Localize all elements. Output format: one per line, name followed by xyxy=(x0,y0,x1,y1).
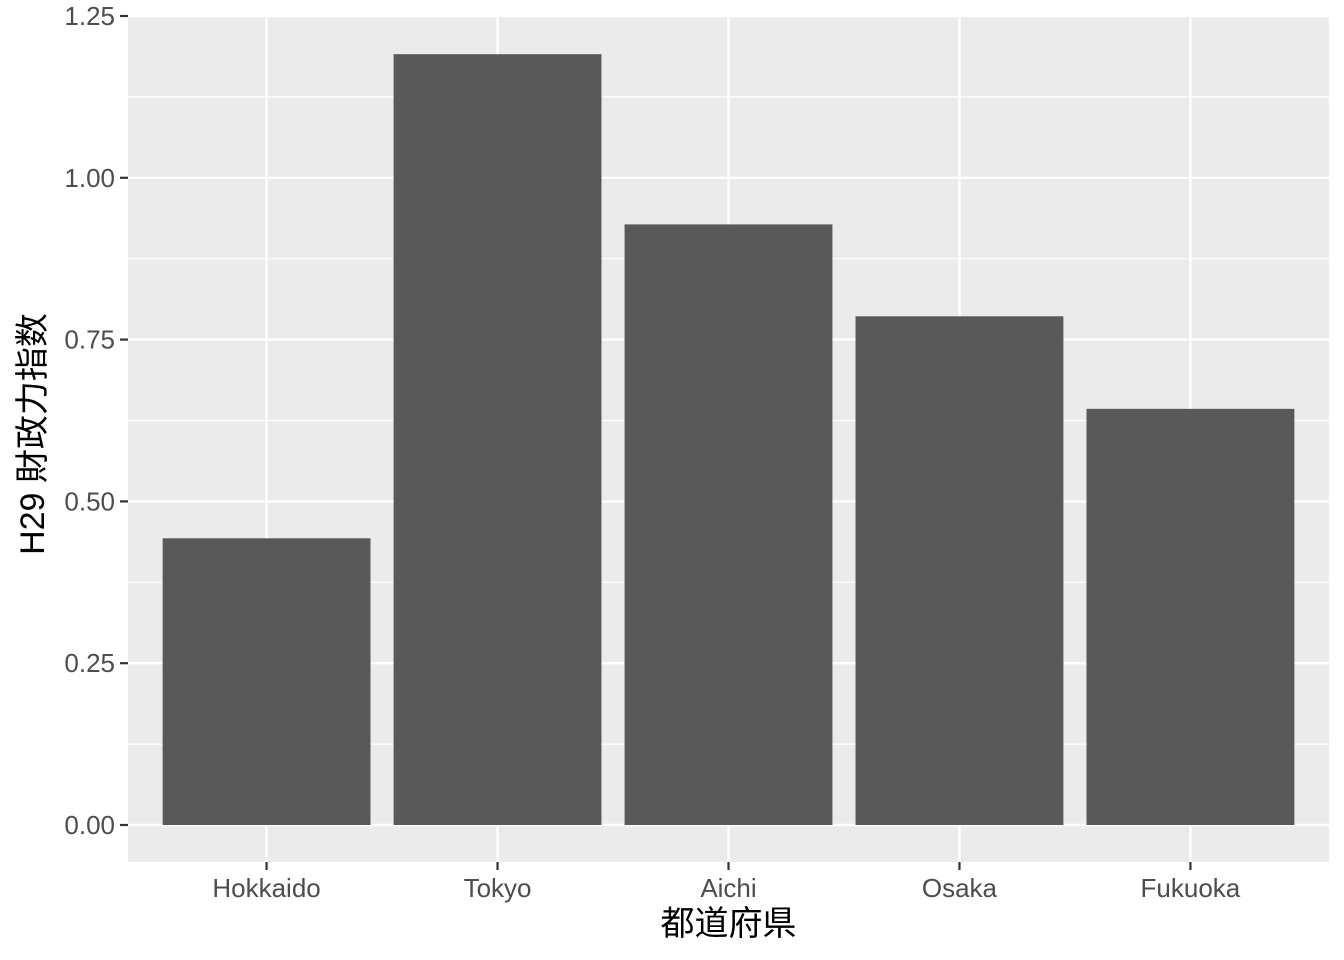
x-tick-label: Hokkaido xyxy=(212,873,320,903)
y-axis: 0.00 0.25 0.50 0.75 1.00 1.25 xyxy=(64,1,128,840)
y-tick-label: 0.25 xyxy=(64,648,115,678)
y-tick-label: 0.00 xyxy=(64,810,115,840)
bar-osaka xyxy=(855,316,1064,825)
bars xyxy=(162,54,1295,825)
bar-tokyo xyxy=(393,54,602,825)
x-tick-label: Tokyo xyxy=(464,873,532,903)
x-axis: Hokkaido Tokyo Aichi Osaka Fukuoka xyxy=(212,862,1241,903)
y-tick-label: 0.50 xyxy=(64,486,115,516)
bar-fukuoka xyxy=(1086,408,1295,825)
bar-aichi xyxy=(624,224,833,825)
x-tick-label: Osaka xyxy=(922,873,998,903)
y-tick-label: 0.75 xyxy=(64,325,115,355)
x-tick-label: Aichi xyxy=(700,873,756,903)
bar-hokkaido xyxy=(162,538,371,825)
y-axis-title: H29 財政力指数 xyxy=(14,313,52,555)
x-axis-title: 都道府県 xyxy=(661,905,797,943)
x-tick-label: Fukuoka xyxy=(1141,873,1241,903)
y-tick-label: 1.00 xyxy=(64,163,115,193)
y-tick-label: 1.25 xyxy=(64,1,115,31)
